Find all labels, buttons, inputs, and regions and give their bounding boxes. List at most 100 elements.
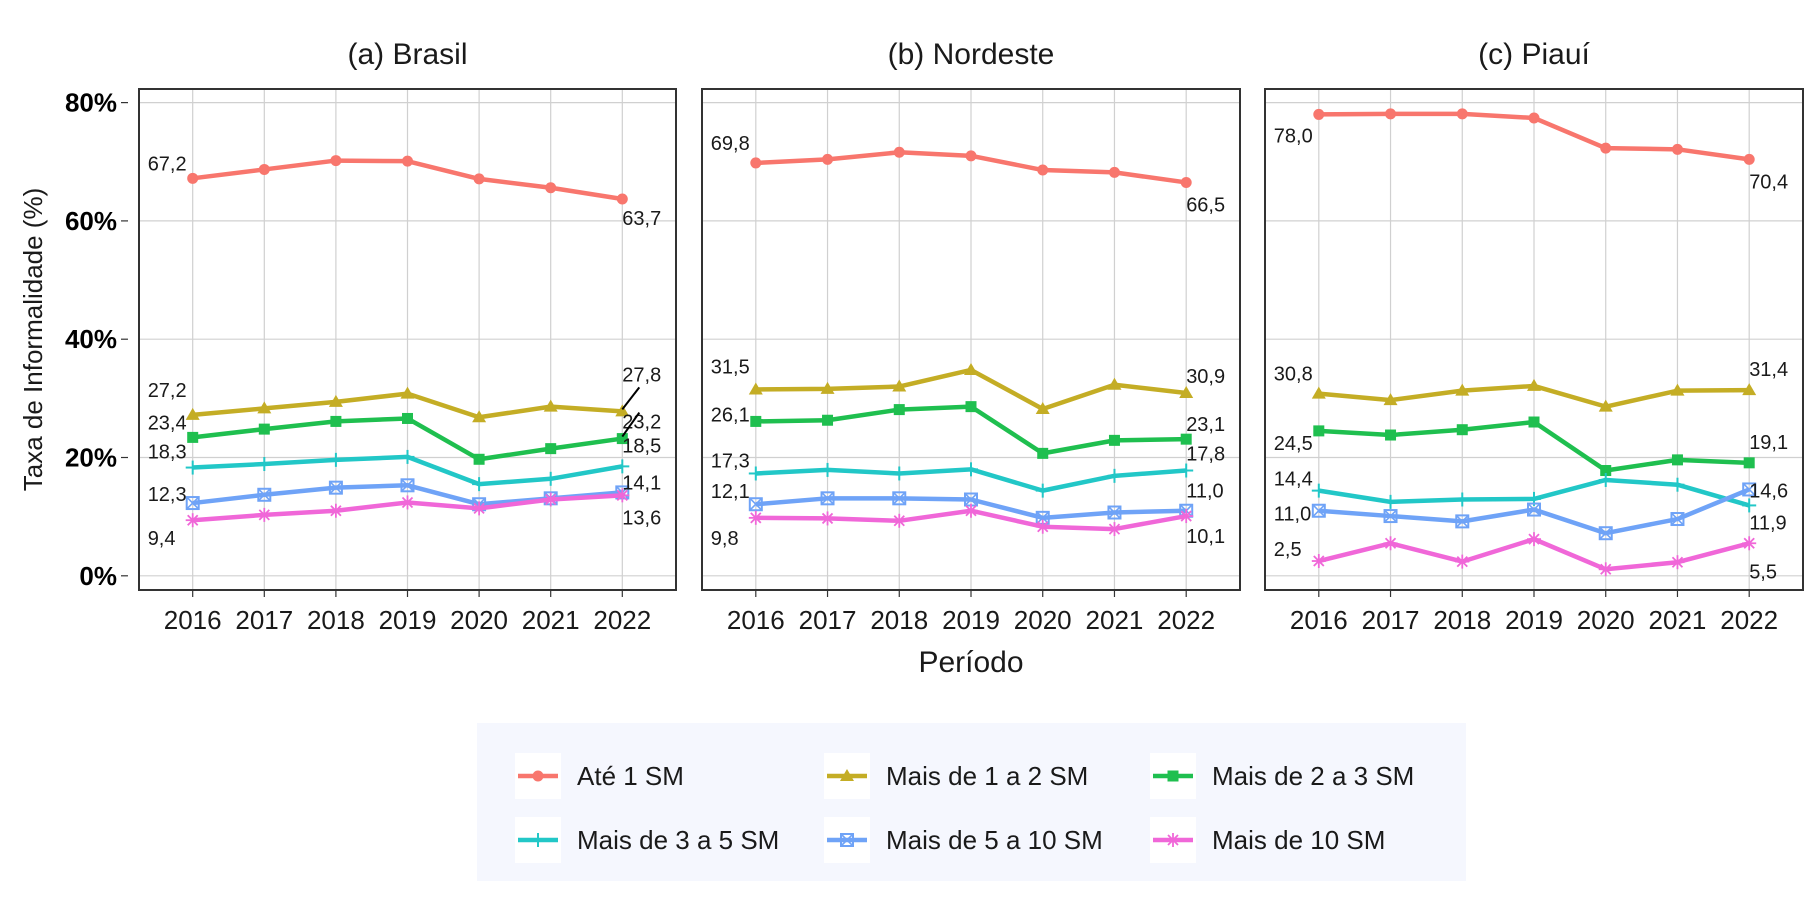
data-point (1035, 483, 1050, 498)
label-leader-line (621, 411, 641, 438)
legend-key-5 (1150, 817, 1196, 863)
data-point (1742, 536, 1757, 551)
data-point (257, 401, 272, 414)
data-point (328, 452, 343, 467)
data-label: 69,8 (711, 133, 750, 155)
data-point (1179, 509, 1194, 524)
legend-label: Mais de 10 SM (1212, 824, 1386, 855)
data-point (1455, 383, 1470, 396)
data-label: 30,8 (1274, 364, 1313, 386)
data-label: 11,9 (1749, 512, 1786, 534)
data-point (820, 462, 835, 477)
data-point (1385, 108, 1397, 120)
x-tick-label: 2020 (1014, 605, 1072, 635)
data-label: 19,1 (1749, 432, 1788, 454)
data-label: 12,1 (711, 481, 750, 503)
series-mais-de-3-a-5-sm (748, 462, 1194, 498)
x-tick-label: 2019 (1505, 605, 1563, 635)
data-label: 78,0 (1274, 125, 1313, 147)
data-point (1108, 434, 1120, 446)
data-point (1180, 176, 1192, 188)
data-point (1107, 377, 1122, 390)
legend-key-4 (824, 817, 870, 863)
data-label: 11,0 (1274, 504, 1311, 526)
data-point (1455, 492, 1470, 507)
data-point (1742, 482, 1757, 497)
data-label: 24,5 (1274, 433, 1313, 455)
panel-c-piaui: (c) Piauí 2016 2017 2018 2019 2020 2021 2022 78,… (1264, 38, 1804, 635)
data-point (1671, 454, 1683, 466)
data-point (1179, 386, 1194, 399)
data-point (1383, 536, 1398, 551)
x-tick-label: 2019 (379, 605, 437, 635)
data-label: 2,5 (1274, 539, 1302, 561)
legend-label: Até 1 SM (577, 760, 684, 791)
data-point (893, 404, 905, 416)
series-mais-de-5-a-10-sm (748, 491, 1194, 525)
data-point (1670, 512, 1685, 527)
data-point (748, 466, 763, 481)
x-tick-label: 2022 (1157, 605, 1215, 635)
panel-a-brasil: (a) Brasil 2016 2017 2018 2019 2020 2021 2022 67… (138, 38, 677, 635)
x-tick-label: 2022 (1720, 605, 1778, 635)
data-point (185, 513, 200, 528)
data-label: 14,1 (622, 472, 661, 494)
legend-key-1 (824, 753, 870, 799)
label-leader-line (621, 386, 641, 410)
data-point (1670, 383, 1685, 396)
data-point (402, 155, 413, 167)
x-tick-label: 2017 (235, 605, 293, 635)
data-point (1037, 447, 1049, 459)
legend-item-mais-de-3-a-5-sm: Mais de 3 a 5 SM (515, 815, 779, 865)
series-mais-de-1-a-2-sm (185, 386, 630, 423)
x-tick-label: 2022 (593, 605, 651, 635)
data-label: 27,2 (148, 380, 187, 402)
data-point (748, 497, 763, 512)
legend-item-mais-de-1-a-2-sm: Mais de 1 a 2 SM (824, 751, 1088, 801)
data-point (1311, 386, 1326, 399)
data-point (1456, 424, 1468, 436)
legend-item-mais-de-10-sm: Mais de 10 SM (1150, 815, 1385, 865)
data-point (1385, 429, 1397, 441)
data-label: 11,0 (1186, 481, 1223, 503)
data-point (964, 503, 978, 518)
data-point (1455, 514, 1470, 529)
data-point (1598, 399, 1613, 412)
data-label: 23,1 (1186, 414, 1225, 436)
data-point (258, 163, 270, 175)
data-point (964, 362, 978, 375)
x-tick-label: 2021 (522, 605, 580, 635)
data-point (892, 379, 907, 392)
series-mais-de-1-a-2-sm (1311, 378, 1757, 412)
data-point (330, 155, 342, 167)
legend-swatch (518, 833, 558, 847)
data-point (1742, 498, 1757, 513)
x-tick-label: 2017 (799, 605, 857, 635)
data-point (1383, 393, 1398, 406)
data-point (472, 501, 487, 516)
legend-swatch (827, 769, 867, 781)
data-point (1598, 472, 1613, 487)
data-point (1743, 457, 1755, 469)
data-point (402, 412, 413, 424)
data-point (185, 496, 200, 511)
series-mais-de-3-a-5-sm (185, 449, 630, 492)
data-label: 67,2 (148, 153, 187, 175)
data-point (473, 453, 485, 465)
legend-swatch (518, 770, 558, 782)
data-point (257, 457, 272, 472)
data-label: 14,4 (1274, 469, 1313, 491)
data-point (1107, 468, 1122, 483)
data-point (748, 510, 763, 525)
data-point (328, 503, 343, 518)
data-label: 70,4 (1749, 171, 1788, 193)
legend-marker (531, 833, 545, 847)
data-point (615, 404, 630, 417)
legend-item-ate-1-sm: Até 1 SM (515, 751, 684, 801)
legend-marker (532, 770, 544, 782)
legend-swatch (1153, 833, 1193, 847)
data-point (822, 153, 834, 165)
data-point (1670, 477, 1685, 492)
data-point (892, 491, 907, 506)
